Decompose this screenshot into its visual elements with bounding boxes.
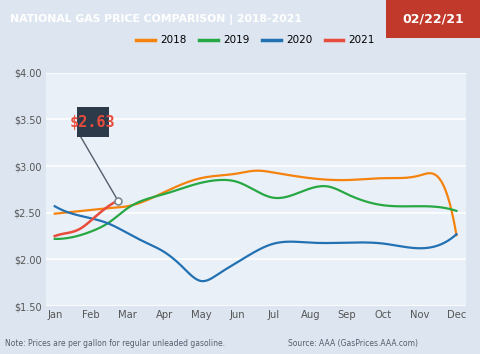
FancyBboxPatch shape — [77, 107, 109, 137]
Bar — [386, 0, 480, 38]
Text: $2.63: $2.63 — [70, 115, 116, 130]
Text: Note: Prices are per gallon for regular unleaded gasoline.: Note: Prices are per gallon for regular … — [5, 339, 225, 348]
Text: NATIONAL GAS PRICE COMPARISON | 2018-2021: NATIONAL GAS PRICE COMPARISON | 2018-202… — [10, 13, 301, 25]
Legend: 2018, 2019, 2020, 2021: 2018, 2019, 2020, 2021 — [132, 31, 379, 50]
Text: 02/22/21: 02/22/21 — [402, 13, 464, 25]
Text: Source: AAA (GasPrices.AAA.com): Source: AAA (GasPrices.AAA.com) — [288, 339, 418, 348]
